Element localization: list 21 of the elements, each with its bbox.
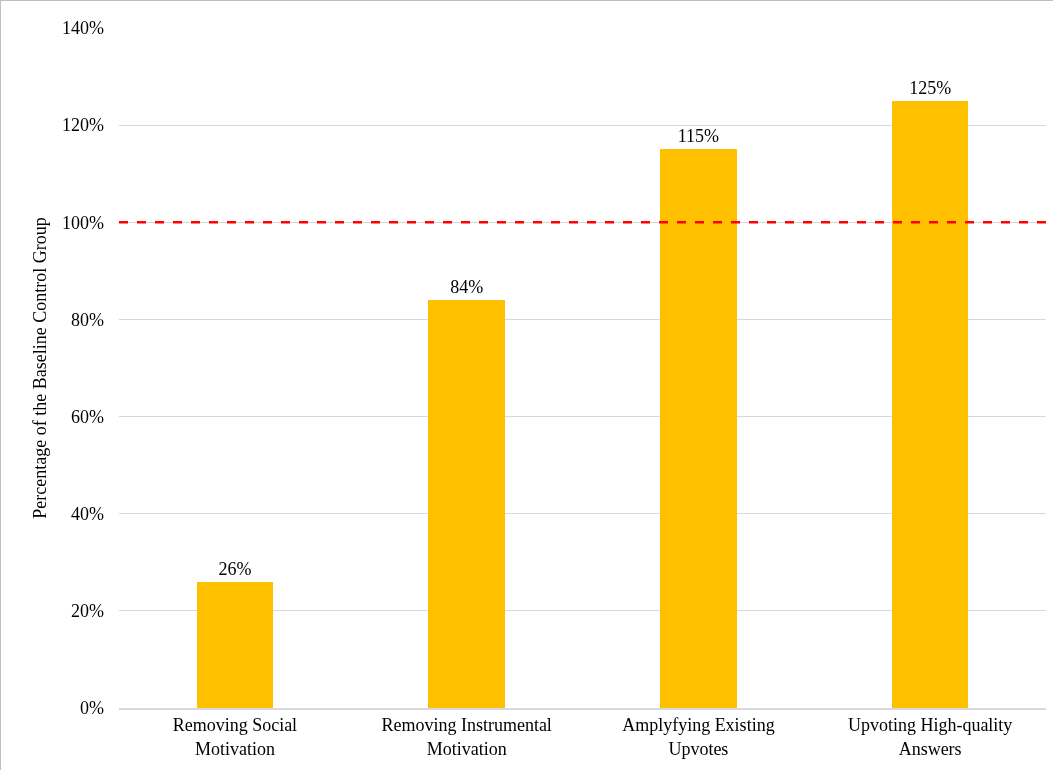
y-tick-label: 100% [62,212,104,233]
bar [196,581,274,708]
y-tick-label: 80% [71,309,104,330]
x-tick-label: Removing Instrumental Motivation [381,715,552,759]
y-tick-label: 120% [62,115,104,136]
y-axis-title: Percentage of the Baseline Control Group [30,217,51,519]
data-label: 26% [218,558,252,579]
data-label: 125% [909,77,952,98]
y-tick-label: 60% [71,406,104,427]
y-tick-label: 140% [62,18,104,39]
x-tick-label: Removing Social Motivation [172,715,298,759]
y-tick-label: 40% [71,504,104,525]
data-label: 84% [450,277,484,297]
bar [660,149,737,708]
x-tick-label: Upvoting High-quality Answers [847,715,1013,759]
x-tick-label: Amplyfying Existing Upvotes [622,715,775,759]
data-label: 115% [677,126,720,147]
bar [428,300,505,708]
y-tick-label: 20% [71,601,104,622]
y-tick-label: 0% [80,698,104,719]
bar [891,100,969,708]
